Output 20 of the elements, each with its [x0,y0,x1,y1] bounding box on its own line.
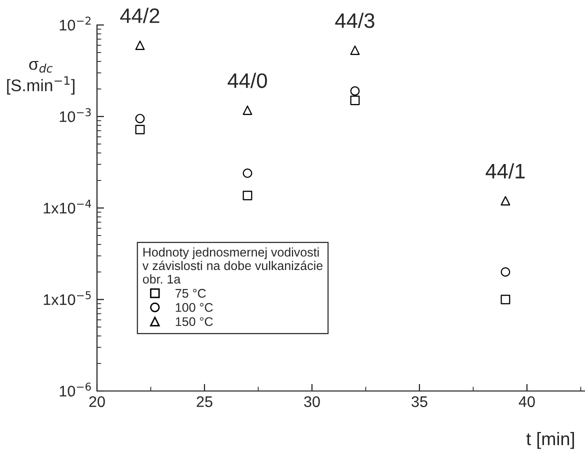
annotation: 44/0 [228,72,267,88]
legend-title: Hodnoty jednosmernej vodivosti v závislosti na dobe vulkanizácie obr. 1a [142,247,323,284]
annotation: 44/3 [335,12,374,28]
x-tick-label: 35 [412,396,428,408]
legend-label: 100 °C [176,303,213,312]
y-tick-label: 1x10$^{−5}$ [44,291,91,306]
y-tick-label: 1x10$^{−4}$ [44,200,92,214]
y-tick-label: 10$^{−6}$ [60,382,91,397]
x-tick-label: 25 [196,396,212,408]
annotation: 44/1 [486,163,525,179]
y-tick-label: 10$^{−3}$ [60,108,91,122]
legend-label: 150 °C [176,317,213,326]
x-tick-label: 20 [89,396,105,408]
x-axis-title: t [min] [526,432,574,449]
x-tick-label: 30 [304,396,320,408]
annotation: 44/2 [120,8,160,24]
legend-label: 75 °C [176,288,206,298]
y-tick-label: 10$^{−2}$ [60,16,91,31]
x-tick-label: 40 [518,396,535,408]
y-axis-title: σ$_{dc}$ [S.min$^{−1}$] [7,60,74,95]
